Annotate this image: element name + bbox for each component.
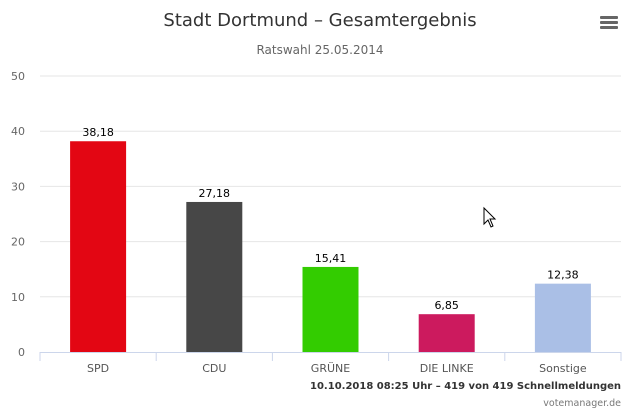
- data-label: 15,41: [315, 252, 347, 265]
- y-tick-label: 30: [11, 180, 25, 193]
- bar-sonstige: [534, 283, 591, 352]
- data-label: 27,18: [199, 187, 231, 200]
- chart-title: Stadt Dortmund – Gesamtergebnis: [163, 10, 477, 31]
- status-credit: 10.10.2018 08:25 Uhr – 419 von 419 Schne…: [310, 381, 621, 392]
- data-label: 12,38: [547, 269, 579, 282]
- x-axis-label: GRÜNE: [311, 362, 350, 375]
- bar-die-linke: [418, 314, 475, 352]
- data-label: 38,18: [82, 126, 114, 139]
- y-tick-label: 50: [11, 70, 25, 83]
- x-axis-label: DIE LINKE: [420, 362, 474, 375]
- y-tick-label: 20: [11, 236, 25, 249]
- chart-subtitle: Ratswahl 25.05.2014: [256, 43, 384, 57]
- hamburger-menu-icon[interactable]: [600, 16, 618, 32]
- bar-grüne: [302, 266, 359, 352]
- y-tick-label: 40: [11, 125, 25, 138]
- y-tick-label: 10: [11, 291, 25, 304]
- mouse-cursor-icon: [483, 206, 497, 228]
- bar-spd: [70, 141, 127, 352]
- x-axis-label: SPD: [87, 362, 109, 375]
- x-axis-label: Sonstige: [539, 362, 587, 375]
- bar-cdu: [186, 201, 243, 352]
- y-tick-label: 0: [18, 346, 25, 359]
- data-label: 6,85: [434, 299, 459, 312]
- source-credit[interactable]: votemanager.de: [543, 398, 621, 409]
- x-axis-label: CDU: [202, 362, 226, 375]
